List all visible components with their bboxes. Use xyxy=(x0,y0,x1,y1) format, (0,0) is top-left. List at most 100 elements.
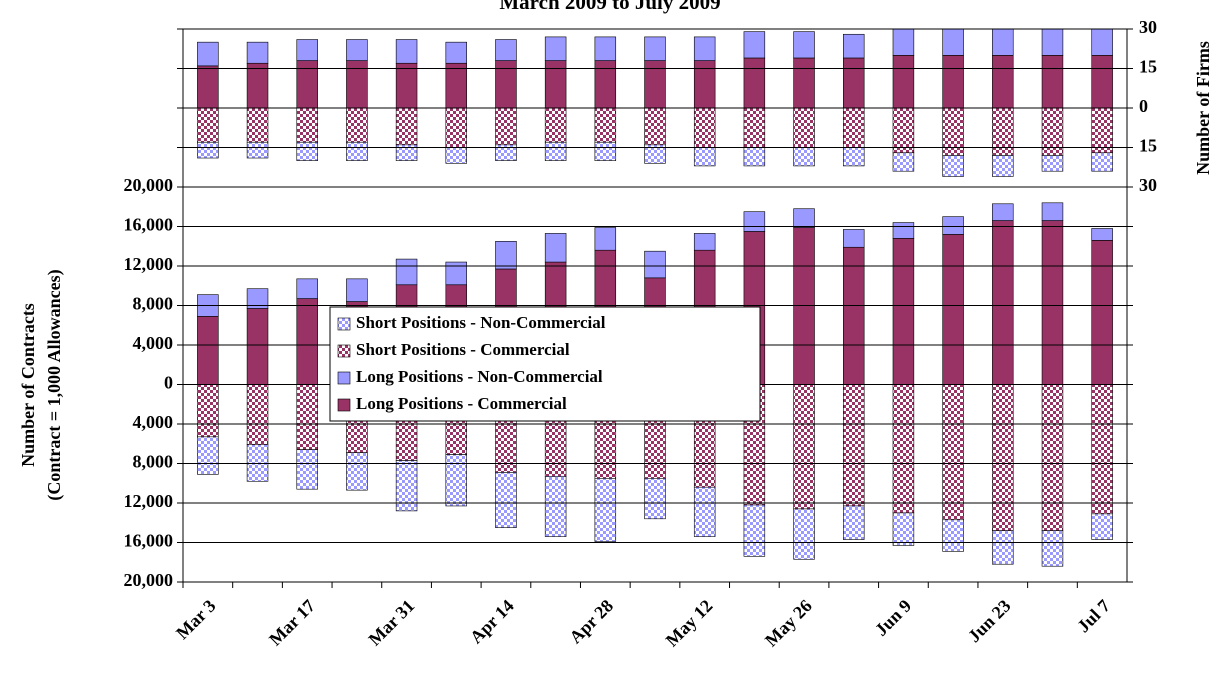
y2-tick-label: 0 xyxy=(1139,96,1148,116)
bar xyxy=(693,36,716,61)
bar xyxy=(892,222,915,239)
bar xyxy=(1091,107,1113,154)
bar xyxy=(644,478,666,520)
bar xyxy=(395,39,418,64)
bar xyxy=(793,147,815,167)
bar xyxy=(544,233,567,263)
y-tick-label: 12,000 xyxy=(124,491,174,511)
bar xyxy=(843,505,865,540)
y2-tick-label: 15 xyxy=(1139,136,1157,156)
bar xyxy=(942,55,964,109)
bar xyxy=(395,460,418,512)
y-axis-title: Number of Contracts xyxy=(18,303,38,467)
x-tick-label: Mar 31 xyxy=(364,596,418,650)
x-tick-label: Mar 17 xyxy=(265,596,319,650)
bar xyxy=(942,384,964,521)
bar xyxy=(246,384,269,446)
bar xyxy=(1041,55,1064,109)
bar xyxy=(544,141,567,161)
y-tick-label: 4,000 xyxy=(133,333,174,353)
bar xyxy=(495,241,517,270)
bar xyxy=(594,36,617,61)
bar xyxy=(296,60,318,109)
bar xyxy=(1041,155,1064,172)
bar xyxy=(197,107,219,143)
y-tick-label: 8,000 xyxy=(133,452,174,472)
y2-tick-label: 30 xyxy=(1139,17,1157,37)
bar xyxy=(743,57,766,109)
bar xyxy=(992,29,1014,56)
bar xyxy=(942,519,964,552)
y-tick-label: 20,000 xyxy=(124,570,174,590)
bar xyxy=(743,147,766,167)
bar xyxy=(197,316,219,385)
bar xyxy=(1091,240,1113,385)
y2-axis-title: Number of Firms xyxy=(1193,41,1213,175)
bar xyxy=(843,147,865,167)
bar xyxy=(1041,29,1064,56)
y-tick-label: 16,000 xyxy=(124,531,174,551)
bar xyxy=(395,62,418,109)
legend-label: Short Positions - Non-Commercial xyxy=(356,313,606,332)
bar xyxy=(445,147,467,164)
bar xyxy=(246,62,269,109)
bar xyxy=(544,60,567,109)
y-tick-label: 16,000 xyxy=(124,215,174,235)
bar xyxy=(892,29,915,56)
bar xyxy=(942,155,964,177)
bar xyxy=(992,55,1014,109)
bar xyxy=(942,29,964,56)
bar xyxy=(445,261,467,286)
bar xyxy=(346,39,368,61)
legend-swatch xyxy=(337,398,351,412)
y2-tick-label: 30 xyxy=(1139,175,1157,195)
bar xyxy=(1091,152,1113,172)
bar xyxy=(693,147,716,167)
legend-label: Long Positions - Non-Commercial xyxy=(356,367,603,386)
bar xyxy=(594,60,617,109)
bar xyxy=(644,144,666,164)
legend-label: Short Positions - Commercial xyxy=(356,340,570,359)
bar xyxy=(793,31,815,59)
bar xyxy=(346,107,368,143)
bar xyxy=(693,60,716,109)
bar xyxy=(346,60,368,109)
x-tick-label: May 12 xyxy=(662,596,717,651)
bar xyxy=(743,504,766,557)
y-tick-label: 4,000 xyxy=(133,412,174,432)
bar xyxy=(1091,384,1113,515)
bar xyxy=(1041,384,1064,531)
bar xyxy=(246,107,269,143)
bar xyxy=(445,107,467,148)
bar xyxy=(197,141,219,159)
x-tick-label: Mar 3 xyxy=(172,596,219,643)
bar xyxy=(346,278,368,302)
bar xyxy=(296,278,318,299)
x-tick-label: Apr 28 xyxy=(565,596,617,648)
x-tick-label: Jun 9 xyxy=(871,596,915,640)
bar xyxy=(743,107,766,148)
bar xyxy=(296,449,318,490)
bar xyxy=(843,246,865,385)
legend xyxy=(329,306,761,422)
y-axis-title: (Contract = 1,000 Allowances) xyxy=(44,269,65,500)
bar xyxy=(296,107,318,143)
bar xyxy=(892,152,915,172)
bar xyxy=(1091,29,1113,56)
bar xyxy=(693,233,716,251)
bar xyxy=(495,39,517,61)
bar xyxy=(942,234,964,385)
bar xyxy=(892,107,915,154)
bar xyxy=(793,508,815,560)
bar xyxy=(395,258,418,286)
bar xyxy=(693,486,716,537)
bar xyxy=(793,107,815,148)
y-tick-label: 0 xyxy=(164,373,173,393)
bar xyxy=(843,33,865,59)
x-tick-label: May 26 xyxy=(761,596,816,651)
y-tick-label: 12,000 xyxy=(124,254,174,274)
bar xyxy=(296,39,318,61)
bar xyxy=(992,530,1014,565)
bar xyxy=(246,141,269,159)
bar xyxy=(1091,55,1113,109)
